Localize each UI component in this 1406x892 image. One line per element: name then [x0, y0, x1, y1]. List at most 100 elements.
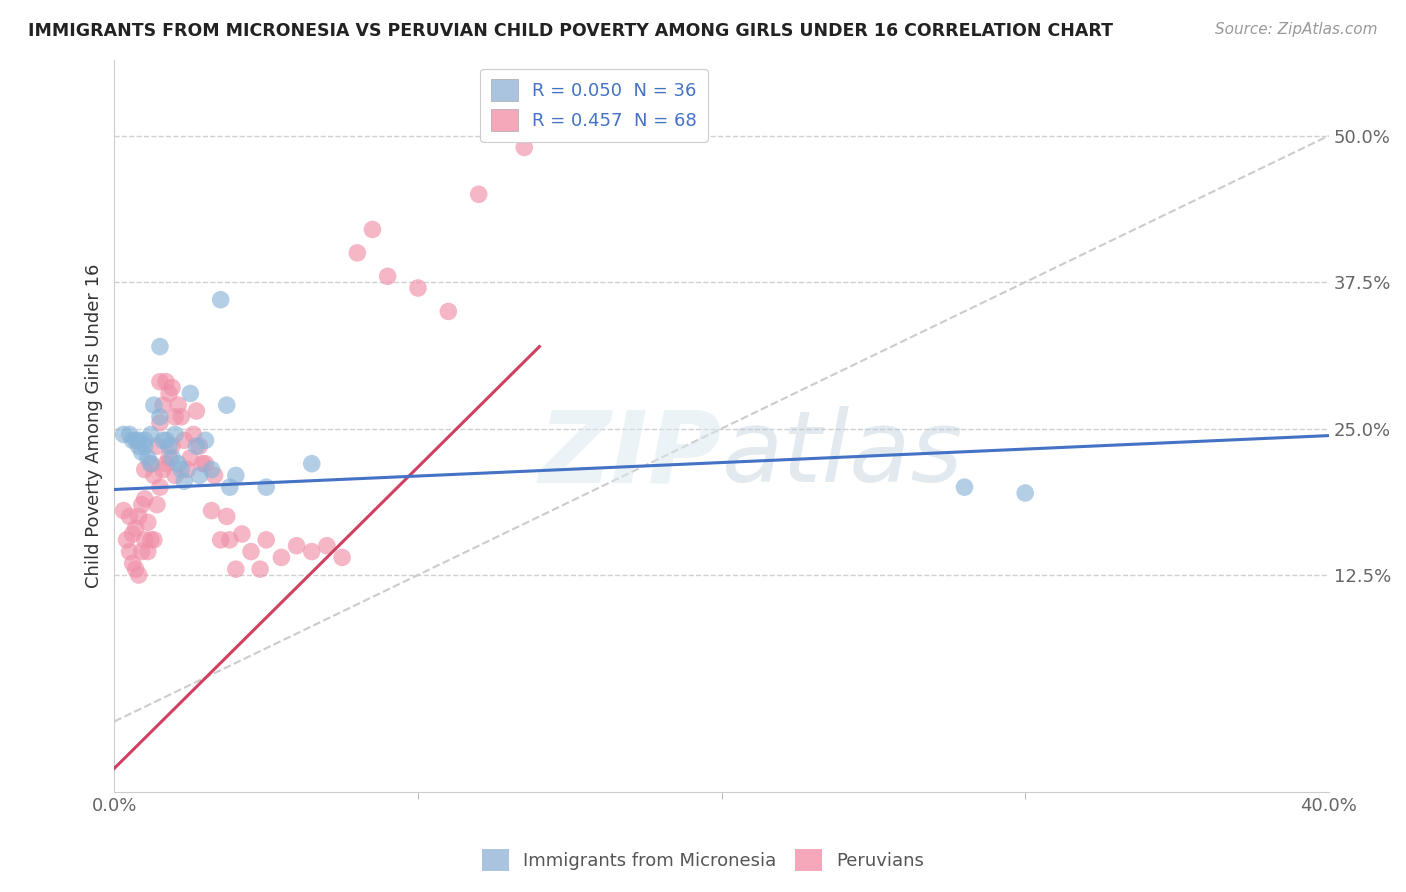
- Point: [209, 293, 232, 307]
- Point: [152, 434, 174, 448]
- Point: [330, 550, 353, 565]
- Point: [118, 544, 141, 558]
- Point: [157, 450, 180, 465]
- Point: [194, 457, 217, 471]
- Point: [513, 140, 536, 154]
- Point: [157, 439, 180, 453]
- Point: [953, 480, 976, 494]
- Point: [149, 480, 172, 494]
- Point: [152, 462, 174, 476]
- Point: [115, 533, 138, 547]
- Point: [209, 533, 232, 547]
- Point: [179, 450, 201, 465]
- Legend: Immigrants from Micronesia, Peruvians: Immigrants from Micronesia, Peruvians: [475, 842, 931, 879]
- Point: [134, 533, 156, 547]
- Point: [215, 509, 238, 524]
- Point: [186, 404, 208, 418]
- Point: [225, 562, 247, 576]
- Point: [128, 509, 150, 524]
- Point: [139, 457, 162, 471]
- Point: [136, 544, 159, 558]
- Point: [254, 480, 277, 494]
- Text: atlas: atlas: [721, 407, 963, 503]
- Point: [149, 375, 172, 389]
- Point: [152, 398, 174, 412]
- Point: [1014, 486, 1036, 500]
- Point: [346, 245, 368, 260]
- Point: [149, 340, 172, 354]
- Point: [131, 445, 153, 459]
- Point: [167, 457, 190, 471]
- Point: [173, 475, 195, 489]
- Point: [194, 434, 217, 448]
- Point: [112, 503, 135, 517]
- Point: [139, 427, 162, 442]
- Point: [316, 539, 339, 553]
- Point: [240, 544, 263, 558]
- Point: [136, 516, 159, 530]
- Point: [157, 386, 180, 401]
- Point: [136, 450, 159, 465]
- Point: [160, 439, 183, 453]
- Point: [179, 386, 201, 401]
- Point: [167, 398, 190, 412]
- Point: [200, 503, 222, 517]
- Point: [128, 434, 150, 448]
- Point: [183, 427, 205, 442]
- Point: [254, 533, 277, 547]
- Point: [406, 281, 429, 295]
- Point: [191, 457, 214, 471]
- Point: [149, 416, 172, 430]
- Point: [165, 427, 187, 442]
- Point: [128, 439, 150, 453]
- Point: [377, 269, 399, 284]
- Point: [128, 568, 150, 582]
- Point: [134, 434, 156, 448]
- Text: ZIP: ZIP: [538, 407, 721, 503]
- Point: [131, 498, 153, 512]
- Point: [142, 533, 165, 547]
- Point: [170, 409, 193, 424]
- Point: [437, 304, 460, 318]
- Point: [124, 434, 146, 448]
- Point: [160, 450, 183, 465]
- Point: [225, 468, 247, 483]
- Y-axis label: Child Poverty Among Girls Under 16: Child Poverty Among Girls Under 16: [86, 263, 103, 588]
- Point: [218, 533, 240, 547]
- Point: [155, 457, 177, 471]
- Point: [160, 381, 183, 395]
- Point: [121, 556, 143, 570]
- Point: [204, 468, 226, 483]
- Point: [361, 222, 384, 236]
- Point: [149, 409, 172, 424]
- Point: [301, 457, 323, 471]
- Point: [139, 533, 162, 547]
- Point: [231, 527, 253, 541]
- Point: [139, 457, 162, 471]
- Point: [285, 539, 308, 553]
- Point: [131, 544, 153, 558]
- Point: [142, 468, 165, 483]
- Point: [142, 398, 165, 412]
- Point: [301, 544, 323, 558]
- Point: [218, 480, 240, 494]
- Point: [215, 398, 238, 412]
- Legend: R = 0.050  N = 36, R = 0.457  N = 68: R = 0.050 N = 36, R = 0.457 N = 68: [479, 69, 709, 142]
- Text: Source: ZipAtlas.com: Source: ZipAtlas.com: [1215, 22, 1378, 37]
- Point: [467, 187, 489, 202]
- Point: [124, 562, 146, 576]
- Point: [134, 491, 156, 506]
- Point: [121, 527, 143, 541]
- Point: [188, 439, 211, 453]
- Point: [118, 427, 141, 442]
- Point: [249, 562, 271, 576]
- Point: [165, 468, 187, 483]
- Point: [186, 439, 208, 453]
- Point: [124, 521, 146, 535]
- Point: [134, 462, 156, 476]
- Point: [121, 434, 143, 448]
- Point: [155, 434, 177, 448]
- Point: [270, 550, 292, 565]
- Point: [155, 375, 177, 389]
- Point: [146, 498, 169, 512]
